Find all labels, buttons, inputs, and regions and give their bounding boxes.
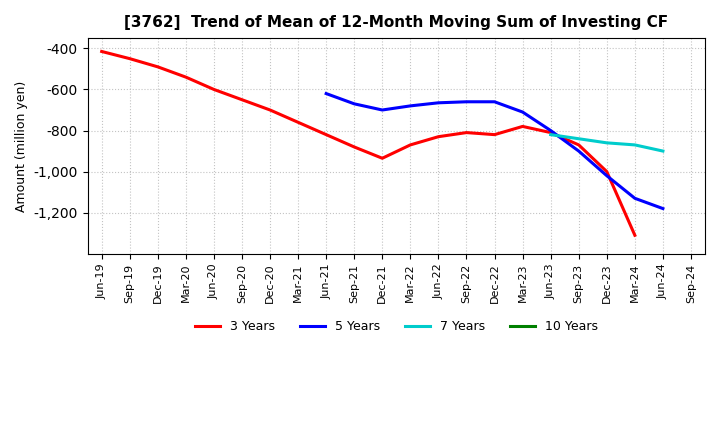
5 Years	[490, 99, 499, 104]
7 Years	[603, 140, 611, 146]
3 Years	[322, 132, 330, 137]
7 Years	[546, 132, 555, 137]
3 Years	[238, 97, 246, 103]
5 Years	[406, 103, 415, 109]
5 Years	[659, 206, 667, 211]
3 Years	[125, 56, 134, 61]
3 Years	[546, 130, 555, 135]
3 Years	[97, 49, 106, 54]
3 Years	[350, 144, 359, 150]
3 Years	[575, 142, 583, 147]
3 Years	[378, 156, 387, 161]
5 Years	[462, 99, 471, 104]
Y-axis label: Amount (million yen): Amount (million yen)	[15, 81, 28, 212]
5 Years	[378, 107, 387, 113]
3 Years	[434, 134, 443, 139]
Title: [3762]  Trend of Mean of 12-Month Moving Sum of Investing CF: [3762] Trend of Mean of 12-Month Moving …	[125, 15, 668, 30]
7 Years	[631, 142, 639, 147]
3 Years	[518, 124, 527, 129]
Line: 7 Years: 7 Years	[551, 135, 663, 151]
3 Years	[153, 64, 162, 70]
5 Years	[322, 91, 330, 96]
Legend: 3 Years, 5 Years, 7 Years, 10 Years: 3 Years, 5 Years, 7 Years, 10 Years	[189, 315, 603, 338]
3 Years	[406, 142, 415, 147]
3 Years	[490, 132, 499, 137]
5 Years	[631, 196, 639, 201]
5 Years	[518, 110, 527, 115]
7 Years	[575, 136, 583, 141]
3 Years	[603, 169, 611, 174]
3 Years	[210, 87, 218, 92]
5 Years	[575, 148, 583, 154]
3 Years	[181, 74, 190, 80]
Line: 3 Years: 3 Years	[102, 51, 635, 235]
3 Years	[631, 233, 639, 238]
5 Years	[546, 128, 555, 133]
5 Years	[350, 101, 359, 106]
5 Years	[603, 173, 611, 178]
3 Years	[266, 107, 274, 113]
3 Years	[294, 120, 302, 125]
7 Years	[659, 148, 667, 154]
5 Years	[434, 100, 443, 106]
3 Years	[462, 130, 471, 135]
Line: 5 Years: 5 Years	[326, 94, 663, 209]
